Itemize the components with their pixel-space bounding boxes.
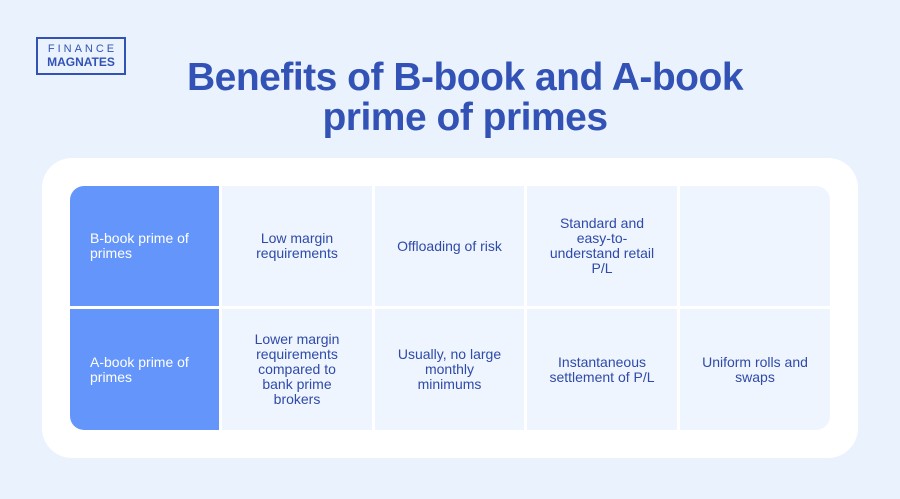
- table-cell: Standard and easy-to-understand retail P…: [527, 186, 677, 306]
- title-line1: Benefits of B-book and A-book: [186, 56, 744, 99]
- table-cell: Offloading of risk: [375, 186, 524, 306]
- finance-magnates-logo: FINANCE MAGNATES: [36, 37, 126, 75]
- row-header-b-book: B-book prime of primes: [70, 186, 219, 306]
- logo-line1: FINANCE: [47, 43, 118, 55]
- table-cell: Low margin requirements: [222, 186, 372, 306]
- page-title: Benefits of B-book and A-book prime of p…: [150, 58, 780, 138]
- logo-line2: MAGNATES: [47, 55, 115, 69]
- table-cell: Uniform rolls and swaps: [680, 309, 830, 430]
- table-cell: Lower margin requirements compared to ba…: [222, 309, 372, 430]
- table-cell-empty: [680, 186, 830, 306]
- table-cell: Instantaneous settlement of P/L: [527, 309, 677, 430]
- table-cell: Usually, no large monthly minimums: [375, 309, 524, 430]
- row-header-a-book: A-book prime of primes: [70, 309, 219, 430]
- title-line2: prime of primes: [322, 96, 608, 139]
- benefits-table: B-book prime of primes Low margin requir…: [70, 186, 830, 430]
